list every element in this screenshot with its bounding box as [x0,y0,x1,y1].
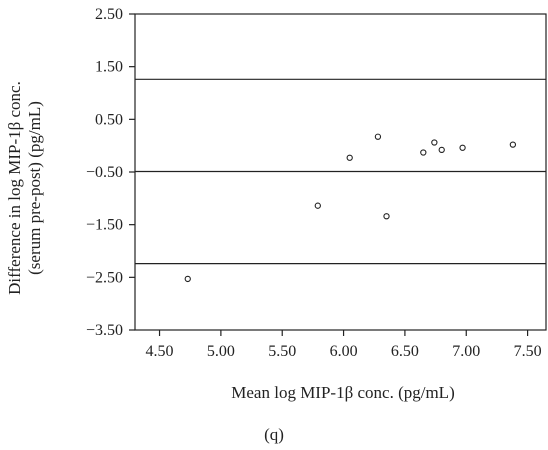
data-point [383,213,390,220]
x-tick-label: 7.00 [452,343,480,360]
x-axis-title: Mean log MIP-1β conc. (pg/mL) [231,383,454,402]
panel-label: (q) [264,425,284,444]
x-tick-label: 5.50 [268,343,296,360]
y-tick-label: −0.50 [86,164,123,181]
data-point [438,146,445,154]
x-tick-label: 6.00 [330,343,358,360]
data-point [184,275,191,283]
x-tick-label: 6.50 [391,343,419,360]
data-point [431,139,438,146]
y-tick-label: −1.50 [86,217,123,234]
data-point [459,144,466,151]
data-point [346,154,353,161]
y-axis-title-line2: (serum pre-post) (pg/mL) [25,101,44,275]
y-axis-title-line1: Difference in log MIP-1β conc. [5,81,24,295]
x-tick-label: 7.50 [514,343,542,360]
y-tick-label: −2.50 [86,269,123,286]
data-point [420,149,427,156]
plot-area: 2.50 1.50 0.50 −0.50 −1.50 −2.50 −3.50 4.50 5.00… [86,6,547,360]
data-point [509,141,517,148]
y-tick-label: 1.50 [95,59,123,76]
x-tick-label: 5.00 [207,343,235,360]
x-tick-label: 4.50 [146,343,174,360]
y-tick-label: 2.50 [95,6,123,23]
y-tick-label: −3.50 [86,322,123,339]
y-tick-label: 0.50 [95,111,123,128]
data-point [374,133,382,140]
data-point [314,202,321,209]
